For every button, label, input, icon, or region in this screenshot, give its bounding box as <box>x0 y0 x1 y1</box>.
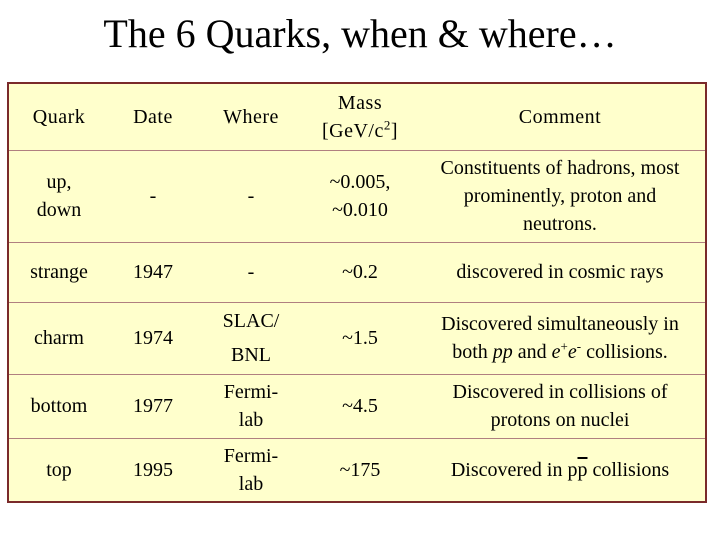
row-charm-where: SLAC/BNL <box>222 310 280 366</box>
row-top-comment: Discovered in pp collisions <box>450 458 670 481</box>
row-strange-mass: ~0.2 <box>342 261 378 283</box>
row-strange-date: 1947 <box>133 261 173 283</box>
quark-table: Quark Date Where Mass [GeV/c2] Comment u… <box>7 82 707 503</box>
header-date: Date <box>133 106 173 128</box>
row-bottom-mass: ~4.5 <box>342 395 378 417</box>
row-strange-quark: strange <box>30 261 88 283</box>
antiproton-symbol: p <box>577 458 588 481</box>
page-title: The 6 Quarks, when & where… <box>103 11 617 56</box>
header-where: Where <box>223 106 279 128</box>
row-charm-comment: Discovered simultaneously in both pp and… <box>441 313 679 363</box>
row-divider <box>9 374 705 375</box>
row-top-mass: ~175 <box>339 458 381 481</box>
row-divider <box>9 150 705 151</box>
header-comment: Comment <box>518 106 602 128</box>
header-quark: Quark <box>32 106 86 128</box>
row-updown-quark: up, down <box>36 171 82 221</box>
header-mass: Mass [GeV/c2] <box>305 84 415 150</box>
row-top-date: 1995 <box>133 458 173 481</box>
row-strange-where: - <box>247 261 255 283</box>
row-top-where: Fermi-lab <box>223 444 279 495</box>
row-divider <box>9 242 705 243</box>
row-charm-date: 1974 <box>133 327 173 349</box>
row-updown-comment: Constituents of hadrons, most prominently… <box>440 157 680 235</box>
row-updown-where: - <box>247 185 255 207</box>
row-bottom-comment: Discovered in collisions of protons on nu… <box>452 381 668 431</box>
row-bottom-date: 1977 <box>133 395 173 417</box>
row-bottom-where: Fermi-lab <box>223 381 279 431</box>
row-updown-date: - <box>149 185 157 207</box>
row-charm-mass: ~1.5 <box>342 327 378 349</box>
header-mass-line2: [GeV/c2] <box>321 117 399 142</box>
row-divider <box>9 438 705 439</box>
row-charm-quark: charm <box>34 327 84 349</box>
row-updown-mass: ~0.005, ~0.010 <box>329 171 391 221</box>
row-bottom-quark: bottom <box>30 395 88 417</box>
row-top-quark: top <box>46 458 72 481</box>
row-strange-comment: discovered in cosmic rays <box>456 261 664 283</box>
row-divider <box>9 302 705 303</box>
header-mass-line1: Mass <box>337 92 383 114</box>
